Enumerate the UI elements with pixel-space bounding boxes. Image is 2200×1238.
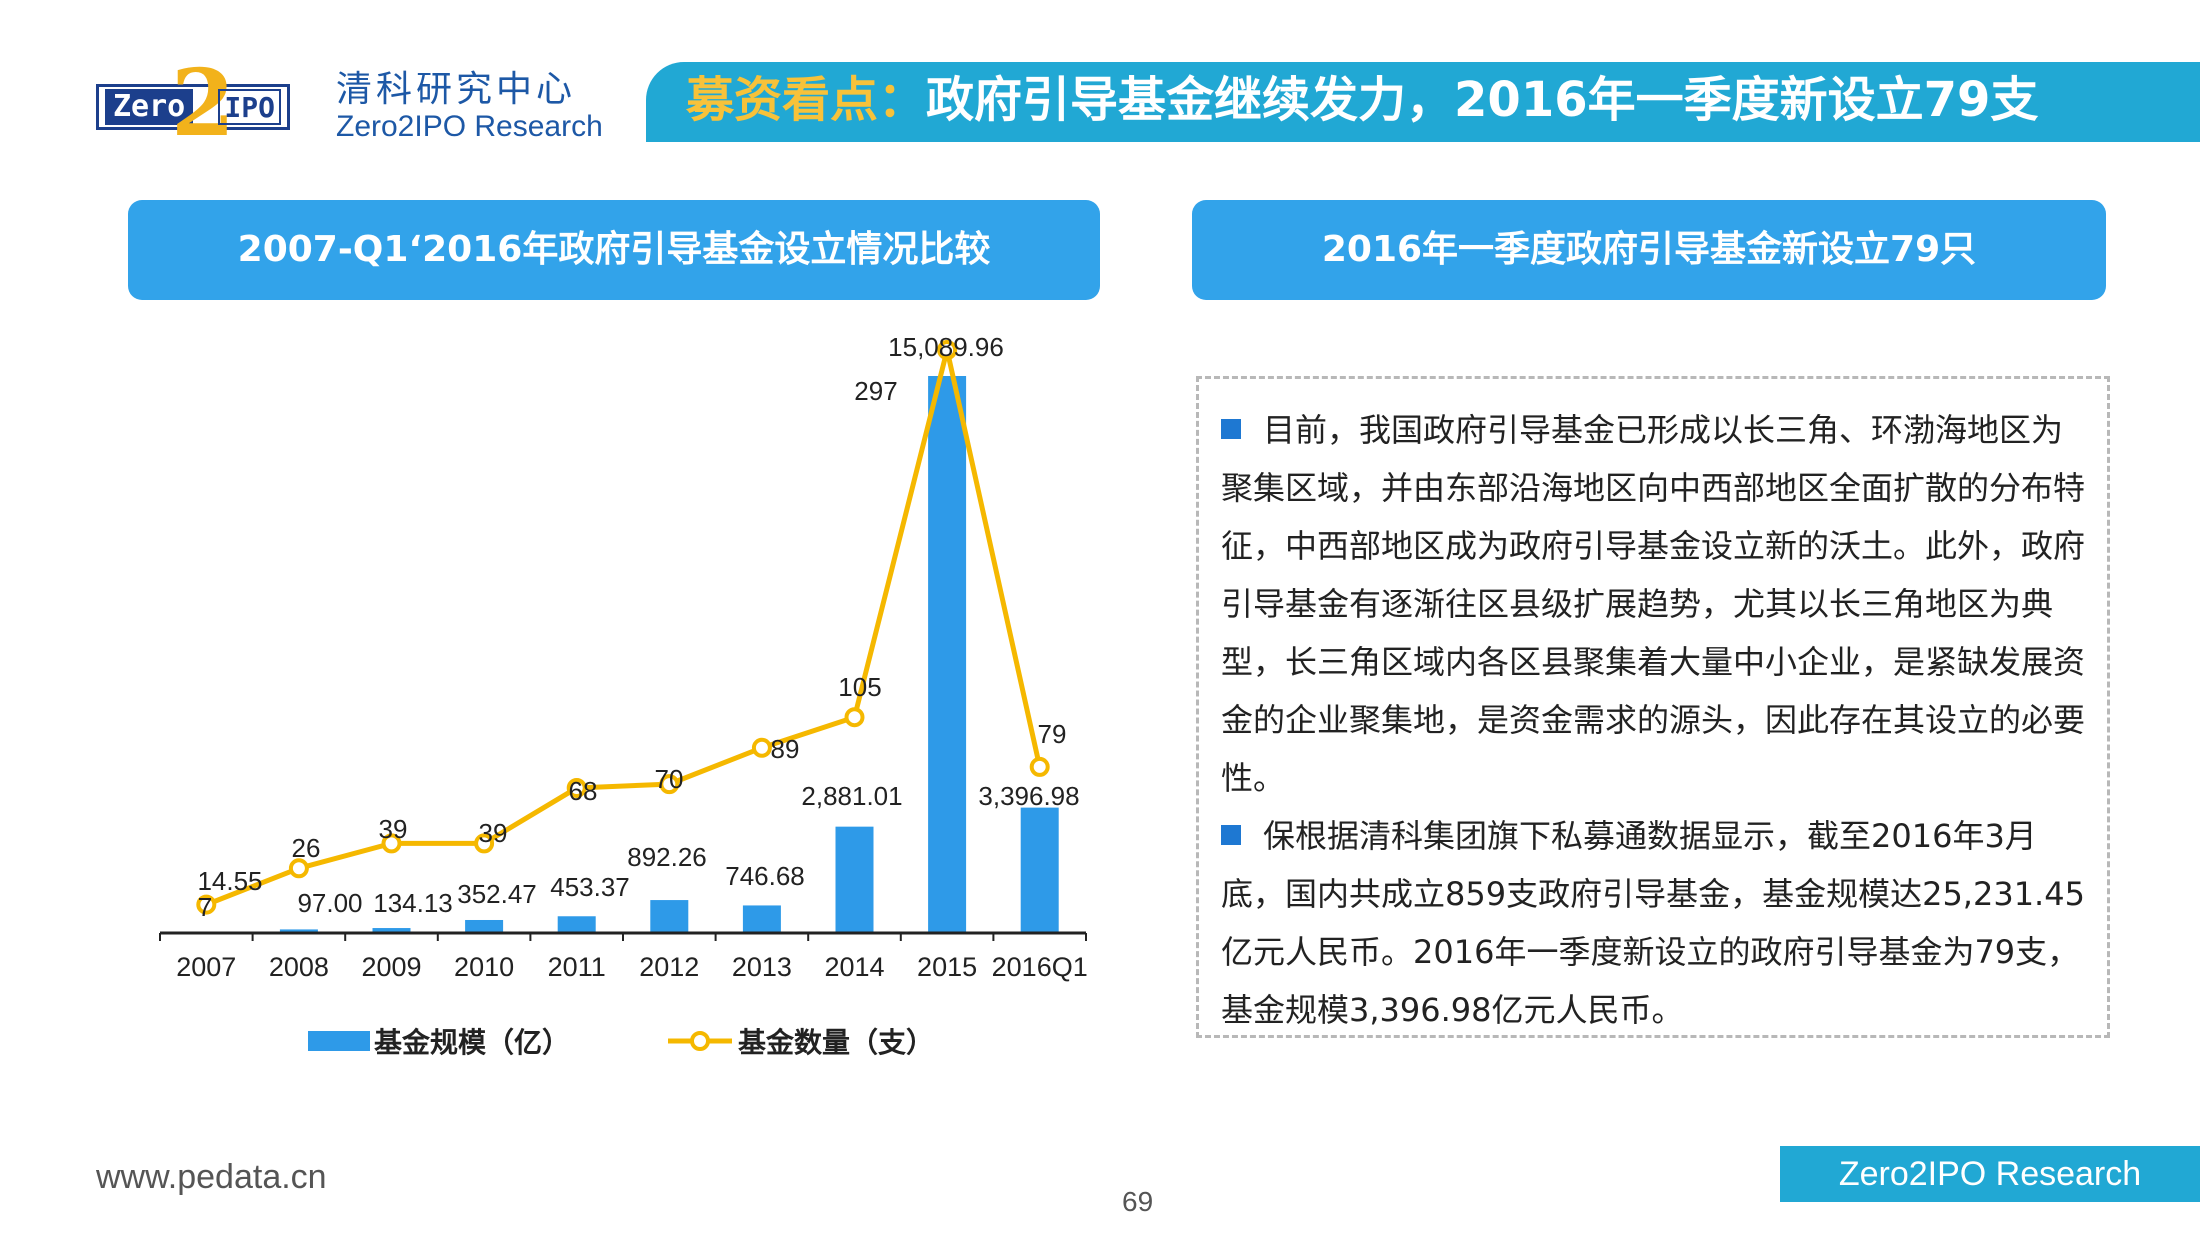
logo-ipo-text: IPO — [218, 89, 281, 125]
line-point — [566, 777, 587, 798]
category-label: 2009 — [361, 952, 421, 982]
title-main: 政府引导基金继续发力，2016年一季度新设立79支 — [926, 72, 2039, 128]
x-axis-ticks — [159, 933, 1087, 941]
legend-bar-label: 基金规模（亿） — [374, 1026, 570, 1059]
bar — [650, 900, 689, 933]
series-line — [205, 347, 1043, 907]
page-title: 募资看点：政府引导基金继续发力，2016年一季度新设立79支 — [686, 62, 2038, 138]
summary-paragraph-2: 保根据清科集团旗下私募通数据显示，截至2016年3月底，国内共成立859支政府引… — [1221, 807, 2091, 1039]
line-series — [196, 340, 1050, 915]
logo-zero-text: Zero — [105, 89, 194, 125]
line-value-label: 297 — [854, 376, 897, 406]
summary-paragraph-1: 目前，我国政府引导基金已形成以长三角、环渤海地区为聚集区域，并由东部沿海地区向中… — [1221, 401, 2091, 807]
bar-value-label: 15,089.96 — [888, 332, 1004, 362]
bar-value-label: 134.13 — [373, 888, 453, 918]
line-point — [659, 774, 680, 795]
line-point — [381, 833, 402, 854]
square-bullet-icon — [1221, 825, 1241, 845]
category-label: 2013 — [732, 952, 792, 982]
line-point — [474, 833, 495, 854]
line-value-label: 79 — [1038, 719, 1067, 749]
brand-name-english: Zero2IPO Research — [336, 110, 603, 143]
paragraph-text: 目前，我国政府引导基金已形成以长三角、环渤海地区为聚集区域，并由东部沿海地区向中… — [1221, 411, 2086, 797]
bar — [372, 928, 411, 933]
line-point — [1029, 756, 1050, 777]
footer-brand-badge: Zero2IPO Research — [1780, 1146, 2200, 1202]
zero2ipo-logo: Zero 2 IPO — [96, 57, 290, 149]
square-bullet-icon — [1221, 419, 1241, 439]
bar — [835, 826, 874, 933]
bar-value-label: 3,396.98 — [978, 781, 1079, 811]
bar — [465, 919, 504, 933]
category-label: 2007 — [176, 952, 236, 982]
line-point — [751, 737, 772, 758]
category-label: 2012 — [639, 952, 699, 982]
line-point — [937, 340, 958, 360]
category-label: 2014 — [824, 952, 884, 982]
bar-value-label: 352.47 — [457, 879, 537, 909]
legend-line-marker — [690, 1031, 710, 1051]
summary-panel-title: 2016年一季度政府引导基金新设立79只 — [1192, 200, 2106, 300]
category-label: 2011 — [548, 952, 606, 982]
line-value-labels: 7 26 39 39 68 70 89 105 297 79 — [198, 376, 1067, 922]
chart-legend: 基金规模（亿） 基金数量（支） — [308, 1026, 934, 1059]
summary-text-box: 目前，我国政府引导基金已形成以长三角、环渤海地区为聚集区域，并由东部沿海地区向中… — [1196, 376, 2110, 1038]
line-value-label: 39 — [479, 818, 508, 848]
logo-two-glyph: 2 — [171, 49, 236, 157]
title-accent: 募资看点： — [686, 72, 927, 128]
bar — [557, 916, 596, 933]
bar-series — [187, 376, 1059, 933]
line-point — [288, 858, 309, 879]
paragraph-text: 保根据清科集团旗下私募通数据显示，截至2016年3月底，国内共成立859支政府引… — [1221, 817, 2085, 1029]
bar-value-label: 2,881.01 — [801, 781, 902, 811]
category-labels: 2007 2008 2009 2010 2011 2012 2013 2014 2015 2016… — [176, 952, 1087, 982]
line-value-label: 89 — [771, 734, 800, 764]
line-value-label: 70 — [655, 764, 684, 794]
chart-panel-title: 2007-Q1‘2016年政府引导基金设立情况比较 — [128, 200, 1100, 300]
bar-value-label: 97.00 — [297, 888, 362, 918]
bar — [1020, 807, 1059, 933]
bar-value-label: 14.55 — [197, 866, 262, 896]
headline-underline — [646, 138, 2200, 142]
bar — [742, 905, 781, 933]
category-label: 2015 — [917, 952, 977, 982]
category-label: 2010 — [454, 952, 514, 982]
footer-url: www.pedata.cn — [96, 1158, 327, 1196]
bar — [279, 929, 318, 933]
bar-value-label: 746.68 — [725, 861, 805, 891]
bar-value-label: 453.37 — [550, 872, 630, 902]
bar-value-label: 892.26 — [627, 842, 707, 872]
line-value-label: 105 — [838, 672, 881, 702]
category-label: 2008 — [269, 952, 329, 982]
line-point — [844, 707, 865, 728]
line-value-label: 68 — [569, 776, 598, 806]
headline-banner — [646, 62, 2200, 138]
line-value-label: 26 — [292, 833, 321, 863]
legend-bar-swatch — [308, 1031, 370, 1051]
line-value-label: 39 — [379, 814, 408, 844]
brand-name-chinese: 清科研究中心 — [336, 69, 577, 110]
legend-line-label: 基金数量（支） — [738, 1026, 934, 1059]
category-label: 2016Q1 — [992, 952, 1088, 982]
bar — [928, 376, 967, 933]
page-number: 69 — [1122, 1186, 1154, 1217]
line-value-label: 7 — [198, 892, 212, 922]
line-point — [196, 894, 217, 915]
